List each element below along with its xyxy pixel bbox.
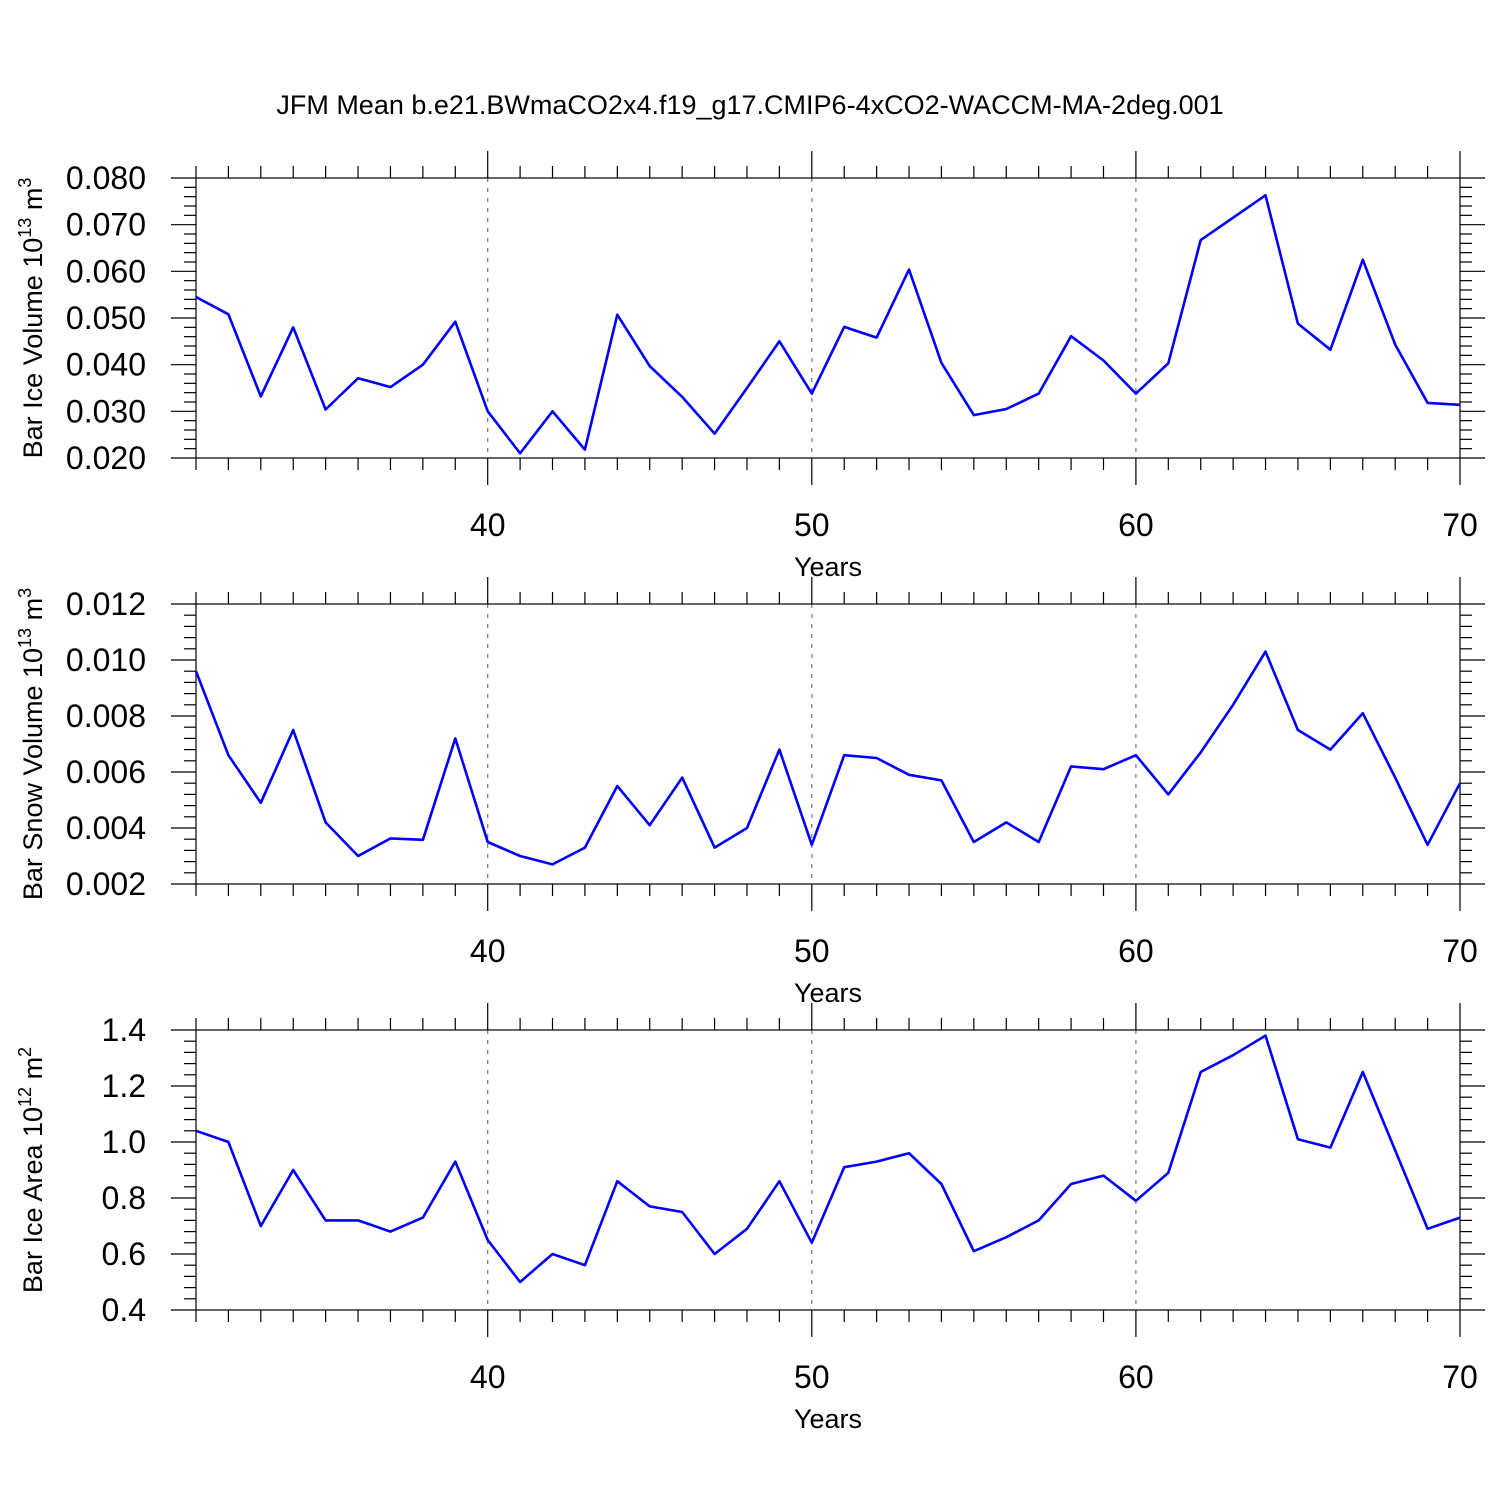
y-axis-label-exponent: 12	[15, 1087, 35, 1107]
x-tick-label: 60	[1118, 1359, 1154, 1395]
x-tick-label: 70	[1442, 1359, 1478, 1395]
y-tick-label: 0.012	[66, 586, 146, 622]
x-tick-label: 70	[1442, 933, 1478, 969]
y-axis-label-exponent: 13	[15, 218, 35, 238]
series-line	[194, 650, 1462, 866]
y-axis-label-unit: m	[18, 598, 48, 628]
y-tick-label: 0.080	[66, 160, 146, 196]
y-tick-label: 1.0	[102, 1124, 146, 1160]
panel-snow-volume: 0.002 0.004 0.006 0.008 0.010 0.012 40 50 60 70 Ye…	[15, 577, 1485, 1008]
y-tick-label: 1.4	[102, 1012, 146, 1048]
y-tick-label: 0.008	[66, 698, 146, 734]
x-tick-label: 60	[1118, 507, 1154, 543]
y-axis-label-unit: m	[18, 188, 48, 218]
series-line	[195, 194, 1461, 455]
y-tick-label: 0.010	[66, 642, 146, 678]
x-tick-label: 40	[470, 1359, 506, 1395]
x-axis-label: Years	[794, 1404, 862, 1434]
x-tick-label: 40	[470, 933, 506, 969]
y-tick-label: 0.002	[66, 866, 146, 902]
x-tick-label: 40	[470, 507, 506, 543]
series-line	[195, 1034, 1461, 1284]
y-axis-label-unit-exponent: 2	[15, 1047, 35, 1057]
y-tick-label: 0.060	[66, 253, 146, 289]
y-axis-label-unit: m	[18, 1057, 48, 1087]
y-axis-label: Bar Ice Area 1012 m2	[15, 1047, 48, 1293]
y-tick-label: 0.6	[102, 1236, 146, 1272]
panel-ice-volume: 0.020 0.030 0.040 0.050 0.060 0.070 0.080 40 50 6…	[15, 151, 1485, 582]
y-tick-label: 0.040	[66, 347, 146, 383]
plot-frame	[195, 603, 1461, 885]
y-tick-label: 0.050	[66, 300, 146, 336]
y-tick-label: 0.004	[66, 810, 146, 846]
y-tick-label: 0.070	[66, 207, 146, 243]
y-axis-label-main: Bar Ice Area 10	[18, 1107, 48, 1293]
x-axis-label: Years	[794, 552, 862, 582]
x-tick-label: 50	[794, 1359, 830, 1395]
x-tick-label: 50	[794, 507, 830, 543]
y-tick-label: 0.020	[66, 440, 146, 476]
y-tick-label: 0.030	[66, 393, 146, 429]
y-axis-label-unit-exponent: 3	[15, 178, 35, 188]
y-tick-label: 0.8	[102, 1180, 146, 1216]
panel-ice-area: 0.4 0.6 0.8 1.0 1.2 1.4 40 50 60 70 Years Bar Ice A…	[15, 1003, 1485, 1434]
chart-title: JFM Mean b.e21.BWmaCO2x4.f19_g17.CMIP6-4…	[276, 90, 1223, 120]
x-tick-label: 70	[1442, 507, 1478, 543]
x-axis-label: Years	[794, 978, 862, 1008]
y-axis-label: Bar Ice Volume 1013 m3	[15, 178, 48, 459]
plot-frame	[195, 1029, 1461, 1311]
y-tick-label: 0.006	[66, 754, 146, 790]
y-axis-label-main: Bar Snow Volume 10	[18, 648, 48, 900]
y-axis-label-exponent: 13	[15, 628, 35, 648]
y-tick-label: 0.4	[102, 1292, 146, 1328]
y-axis-label-unit-exponent: 3	[15, 588, 35, 598]
y-tick-label: 1.2	[102, 1068, 146, 1104]
x-tick-label: 60	[1118, 933, 1154, 969]
x-tick-label: 50	[794, 933, 830, 969]
y-axis-label-main: Bar Ice Volume 10	[18, 238, 48, 459]
y-axis-label: Bar Snow Volume 1013 m3	[15, 588, 48, 900]
